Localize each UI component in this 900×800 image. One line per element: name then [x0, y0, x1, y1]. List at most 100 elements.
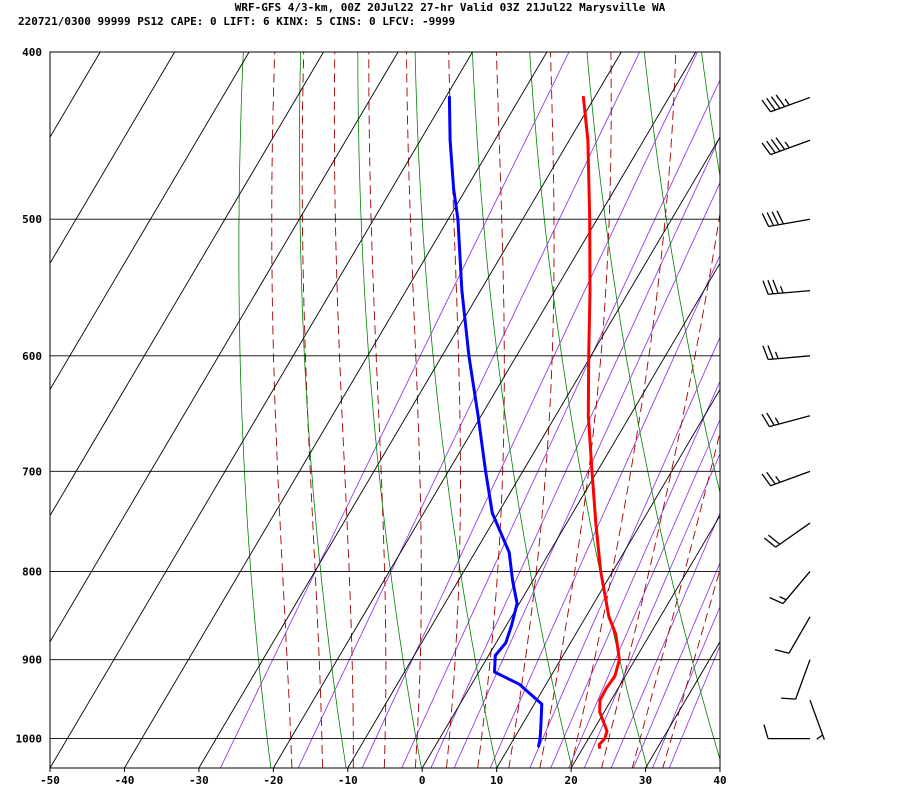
- wind-barb: [769, 570, 811, 605]
- temperature-tick-label: -40: [115, 774, 135, 787]
- wind-barb-half-feather: [774, 417, 780, 425]
- temperature-tick-label: 0: [419, 774, 426, 787]
- isotherm-line: [496, 388, 720, 768]
- isotherm-line: [570, 514, 720, 768]
- wind-barb-half-feather: [774, 351, 779, 359]
- mixing-ratio-line: [568, 418, 720, 768]
- pressure-tick-label: 900: [22, 654, 42, 667]
- wind-barb-feather: [774, 649, 790, 654]
- mixing-ratio-line: [632, 561, 720, 768]
- wind-barb-feather: [781, 697, 796, 700]
- wind-barbs: [761, 94, 825, 740]
- wind-barb-feather: [767, 280, 774, 295]
- mixing-ratio-line: [489, 254, 720, 768]
- chart-subtitle-indices: 220721/0300 99999 PS12 CAPE: 0 LIFT: 6 K…: [18, 15, 455, 28]
- wind-barb-feather: [761, 413, 770, 428]
- wind-barb-feather: [775, 137, 786, 150]
- wind-barb-half-feather: [784, 98, 790, 106]
- dry-adiabat-line: [643, 52, 720, 495]
- wind-barb: [761, 94, 811, 113]
- wind-barb-feather: [771, 211, 780, 226]
- mixing-ratio-line: [453, 181, 720, 768]
- pressure-tick-label: 400: [22, 46, 42, 59]
- dry-adiabat-line: [586, 52, 720, 761]
- isotherm-line: [272, 52, 697, 768]
- mixing-ratio-line: [401, 79, 720, 768]
- pressure-tick-label: 500: [22, 213, 42, 226]
- mixing-ratio-line: [550, 380, 720, 768]
- moist-adiabat-line: [570, 52, 677, 768]
- moist-adiabat-line: [333, 52, 354, 768]
- wind-barb-feather: [762, 280, 769, 295]
- isotherm-line: [50, 52, 176, 265]
- wind-barb-feather: [766, 412, 775, 426]
- isotherm-line: [50, 52, 473, 768]
- dry-adiabat-line: [299, 52, 347, 768]
- wind-barb-staff: [768, 289, 811, 295]
- wind-barb-feather: [766, 97, 776, 111]
- temperature-tick-label: -50: [40, 774, 60, 787]
- moist-adiabat-line: [446, 52, 461, 768]
- temperature-tick-label: -30: [189, 774, 209, 787]
- plot-frame: [49, 51, 721, 769]
- moist-adiabat-line: [301, 52, 323, 768]
- wind-barb-half-feather: [816, 734, 824, 740]
- temperature-tick-label: 30: [639, 774, 652, 787]
- wind-barb-feather: [767, 345, 774, 360]
- wind-barb-half-feather: [775, 476, 781, 483]
- wind-barb-staff: [768, 355, 811, 361]
- wind-barb: [761, 470, 811, 487]
- wind-barb-staff: [788, 616, 811, 654]
- pressure-tick-label: 700: [22, 465, 42, 478]
- isotherm-line: [347, 136, 720, 768]
- wind-barb-feather: [772, 279, 779, 294]
- mixing-ratio-line: [583, 452, 720, 768]
- moist-adiabat-line: [539, 52, 612, 768]
- temperature-tick-label: -20: [263, 774, 283, 787]
- chart-title: WRF-GFS 4/3-km, 00Z 20Jul22 27-hr Valid …: [235, 1, 666, 14]
- grid: [50, 52, 720, 768]
- temperature-tick-label: 40: [713, 774, 726, 787]
- wind-barb-staff: [775, 522, 811, 548]
- dry-adiabat-line: [800, 0, 900, 800]
- mixing-ratio-line: [430, 135, 720, 768]
- wind-barb-staff: [770, 470, 811, 487]
- dry-adiabat-line: [529, 52, 648, 768]
- wind-barb-feather: [766, 471, 776, 485]
- pressure-tick-label: 1000: [16, 733, 43, 746]
- wind-barb-feather: [761, 473, 772, 487]
- wind-barb: [763, 724, 810, 740]
- wind-barb-feather: [761, 142, 772, 156]
- isotherm-line: [50, 52, 324, 517]
- wind-barb-feather: [767, 534, 781, 545]
- wind-barb-feather: [775, 94, 786, 108]
- wind-barb-half-feather: [779, 285, 784, 294]
- temperature-tick-label: -10: [338, 774, 358, 787]
- mixing-ratio-line: [297, 52, 641, 768]
- moist-adiabat-line: [508, 52, 555, 768]
- mixing-ratio-line: [361, 52, 698, 768]
- dry-adiabat-line: [745, 0, 900, 800]
- wind-barb-staff: [809, 699, 825, 740]
- moist-adiabat-line: [368, 52, 387, 768]
- pressure-tick-label: 600: [22, 350, 42, 363]
- moist-adiabat-line: [406, 52, 422, 768]
- dry-adiabat-line: [855, 0, 900, 800]
- wind-barb-feather: [766, 140, 776, 154]
- wind-barb-half-feather: [779, 596, 787, 601]
- dry-adiabat-line: [238, 52, 272, 768]
- temperature-tick-label: 20: [564, 774, 577, 787]
- wind-barb-feather: [763, 724, 769, 739]
- wind-barb-staff: [770, 139, 811, 156]
- background-lines: [220, 0, 900, 800]
- wind-barb-feather: [776, 210, 784, 225]
- wind-barb-staff: [769, 415, 811, 428]
- wind-barb: [762, 345, 811, 361]
- wind-barb: [781, 659, 811, 700]
- isotherm-line: [645, 640, 720, 768]
- wind-barb-staff: [795, 659, 811, 700]
- wind-barb: [761, 412, 811, 428]
- wind-barb-feather: [769, 597, 784, 605]
- mixing-ratio-line: [529, 336, 720, 768]
